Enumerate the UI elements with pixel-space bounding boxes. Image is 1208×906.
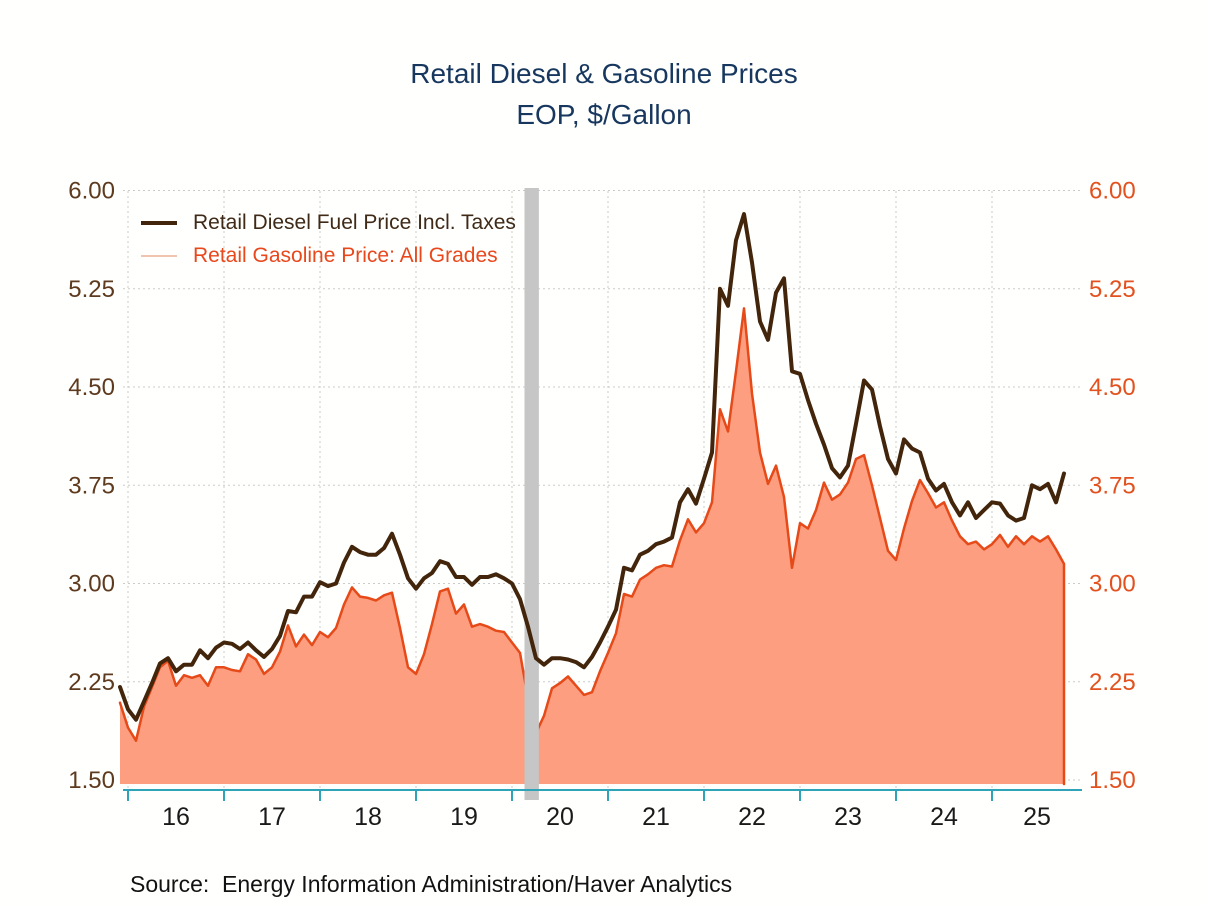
legend-item-gasoline: Retail Gasoline Price: All Grades <box>141 239 516 272</box>
gasoline-line <box>118 307 1066 786</box>
x-axis-label: 25 <box>1023 803 1051 831</box>
x-axis-label: 21 <box>642 803 670 831</box>
diesel-line <box>118 212 1066 722</box>
y-axis-label-right: 4.50 <box>1089 374 1136 401</box>
y-axis-label-left: 4.50 <box>68 374 115 401</box>
y-axis-label-right: 2.25 <box>1089 669 1136 696</box>
y-axis-label-left: 2.25 <box>68 669 115 696</box>
x-axis-label: 18 <box>354 803 382 831</box>
legend-label-gasoline: Retail Gasoline Price: All Grades <box>193 243 498 267</box>
x-axis-label: 23 <box>834 803 862 831</box>
chart-title-line2: EOP, $/Gallon <box>516 98 692 130</box>
y-axis-label-left: 5.25 <box>68 276 115 303</box>
y-axis-label-right: 3.75 <box>1089 472 1136 499</box>
recession-band <box>524 188 539 800</box>
chart-title-line1: Retail Diesel & Gasoline Prices <box>410 58 798 89</box>
y-axis-label-left: 1.50 <box>68 767 115 794</box>
gasoline-area <box>120 308 1064 784</box>
y-axis-label-right: 3.00 <box>1089 571 1136 598</box>
y-axis-label-left: 3.00 <box>68 571 115 598</box>
y-axis-label-right: 5.25 <box>1089 276 1136 303</box>
legend-label-diesel: Retail Diesel Fuel Price Incl. Taxes <box>193 210 516 234</box>
y-axis-label-right: 6.00 <box>1089 178 1136 205</box>
x-axis-label: 24 <box>930 803 958 831</box>
x-axis-label: 16 <box>162 803 190 831</box>
chart-legend: Retail Diesel Fuel Price Incl. Taxes Ret… <box>141 206 516 272</box>
y-axis-label-left: 3.75 <box>68 472 115 499</box>
legend-item-diesel: Retail Diesel Fuel Price Incl. Taxes <box>141 206 516 239</box>
x-axis-label: 19 <box>450 803 478 831</box>
diesel-line-swatch-icon <box>141 220 177 225</box>
y-axis-label-left: 6.00 <box>68 178 115 205</box>
source-note: Source: Energy Information Administratio… <box>130 871 733 897</box>
x-axis-label: 20 <box>546 803 574 831</box>
chart-title: Retail Diesel & Gasoline Prices EOP, $/G… <box>0 54 1208 135</box>
gasoline-line-swatch-icon <box>141 254 177 257</box>
x-axis-label: 17 <box>258 803 286 831</box>
y-axis-label-right: 1.50 <box>1089 767 1136 794</box>
x-axis-label: 22 <box>738 803 766 831</box>
